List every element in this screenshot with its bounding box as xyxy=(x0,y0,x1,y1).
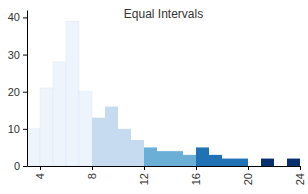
y-tick-mark xyxy=(23,55,27,56)
x-tick-label: 4 xyxy=(34,173,46,179)
x-tick-mark xyxy=(300,166,301,170)
x-tick-mark xyxy=(196,166,197,170)
y-tick-label: 10 xyxy=(8,123,20,135)
y-tick-label: 30 xyxy=(8,49,20,61)
x-axis: 4 8 12 16 20 24 xyxy=(28,166,307,185)
bar xyxy=(261,159,274,166)
bar xyxy=(118,129,131,166)
x-tick: 4 xyxy=(34,166,46,179)
x-tick: 24 xyxy=(294,166,306,185)
y-axis-line xyxy=(27,11,28,167)
bar xyxy=(248,166,261,167)
bar xyxy=(105,107,118,166)
x-tick-label: 16 xyxy=(190,173,202,185)
bar xyxy=(183,155,196,166)
x-tick: 12 xyxy=(138,166,150,185)
bar xyxy=(92,118,105,166)
bar xyxy=(222,159,235,166)
y-tick-label: 40 xyxy=(8,11,20,23)
x-tick-label: 12 xyxy=(138,173,150,185)
title: Equal Intervals xyxy=(124,7,203,21)
bar xyxy=(209,155,222,166)
bar xyxy=(196,147,209,166)
y-axis: 0 10 20 30 40 xyxy=(8,11,28,173)
bars xyxy=(27,21,300,166)
bar xyxy=(235,159,248,166)
x-axis-line xyxy=(28,166,301,167)
bar xyxy=(170,151,183,166)
bar xyxy=(79,92,92,166)
x-tick-label: 24 xyxy=(294,173,306,185)
bar xyxy=(131,140,144,166)
x-tick-label: 20 xyxy=(242,173,254,185)
x-tick-mark xyxy=(248,166,249,170)
bar xyxy=(157,151,170,166)
x-tick-mark xyxy=(40,166,41,170)
y-tick: 40 xyxy=(8,11,27,23)
x-tick-mark xyxy=(144,166,145,170)
y-tick: 10 xyxy=(8,123,27,135)
x-tick: 8 xyxy=(86,166,98,179)
bar xyxy=(27,129,40,166)
x-tick-label: 8 xyxy=(86,173,98,179)
bar xyxy=(287,159,300,166)
y-tick-label: 20 xyxy=(8,86,20,98)
x-tick-mark xyxy=(92,166,93,170)
y-tick: 0 xyxy=(14,160,27,172)
y-tick: 30 xyxy=(8,49,27,61)
y-tick: 20 xyxy=(8,86,27,98)
bar xyxy=(274,166,287,167)
x-tick: 20 xyxy=(242,166,254,185)
y-tick-mark xyxy=(23,166,27,167)
y-tick-label: 0 xyxy=(14,160,20,172)
bar xyxy=(40,88,53,166)
bar xyxy=(66,21,79,166)
chart: 0 10 20 30 40 4 8 12 16 20 24 Equal Intervals xyxy=(0,0,308,194)
x-tick: 16 xyxy=(190,166,202,185)
y-tick-mark xyxy=(23,17,27,18)
y-tick-mark xyxy=(23,129,27,130)
bar xyxy=(53,62,66,166)
y-tick-mark xyxy=(23,92,27,93)
bar xyxy=(144,147,157,166)
